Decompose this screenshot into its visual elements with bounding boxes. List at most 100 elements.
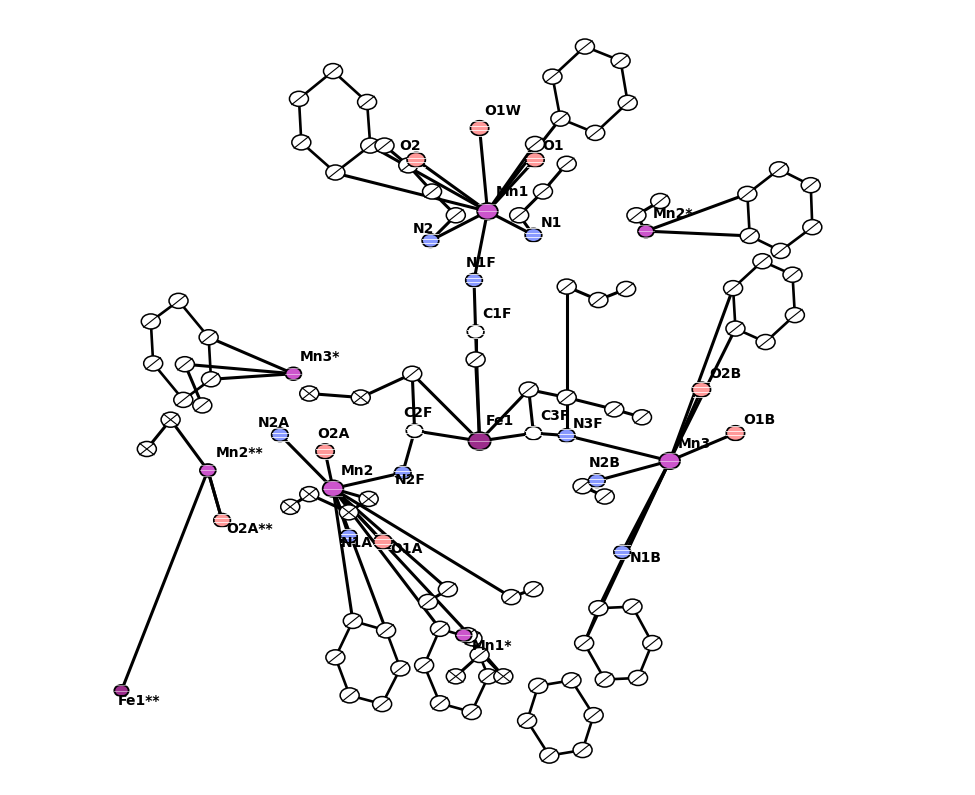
Text: Fe1**: Fe1** (118, 694, 160, 708)
Ellipse shape (526, 426, 542, 440)
Ellipse shape (573, 743, 592, 758)
Text: Mn1: Mn1 (495, 185, 528, 200)
Ellipse shape (659, 452, 680, 469)
Ellipse shape (143, 356, 163, 371)
Ellipse shape (299, 487, 319, 502)
Ellipse shape (801, 177, 820, 192)
Ellipse shape (584, 708, 604, 723)
Ellipse shape (340, 688, 359, 703)
Text: N3F: N3F (573, 417, 604, 431)
Ellipse shape (391, 661, 410, 676)
Ellipse shape (200, 464, 215, 477)
Ellipse shape (430, 622, 449, 636)
Ellipse shape (351, 390, 370, 405)
Text: O2: O2 (399, 139, 420, 153)
Ellipse shape (783, 267, 802, 282)
Ellipse shape (650, 193, 670, 208)
Ellipse shape (323, 480, 343, 497)
Ellipse shape (373, 534, 392, 549)
Ellipse shape (802, 219, 822, 235)
Ellipse shape (407, 153, 425, 167)
Ellipse shape (272, 428, 289, 441)
Text: N2B: N2B (589, 456, 621, 471)
Ellipse shape (756, 335, 775, 350)
Ellipse shape (738, 186, 757, 201)
Ellipse shape (524, 582, 543, 597)
Ellipse shape (614, 545, 631, 559)
Ellipse shape (629, 670, 647, 685)
Ellipse shape (526, 153, 544, 167)
Ellipse shape (470, 647, 489, 662)
Ellipse shape (479, 669, 498, 684)
Ellipse shape (326, 650, 345, 665)
Ellipse shape (643, 635, 662, 650)
Text: Mn2: Mn2 (341, 464, 374, 479)
Ellipse shape (528, 678, 548, 693)
Ellipse shape (199, 330, 218, 345)
Ellipse shape (403, 366, 422, 382)
Ellipse shape (470, 121, 488, 136)
Ellipse shape (193, 398, 212, 413)
Ellipse shape (573, 479, 592, 494)
Ellipse shape (169, 293, 188, 308)
Ellipse shape (558, 157, 576, 171)
Ellipse shape (214, 514, 230, 527)
Text: O1: O1 (542, 139, 564, 153)
Ellipse shape (462, 704, 481, 719)
Ellipse shape (510, 207, 528, 223)
Ellipse shape (430, 696, 449, 711)
Ellipse shape (526, 228, 542, 242)
Ellipse shape (324, 64, 342, 79)
Ellipse shape (786, 308, 804, 323)
Ellipse shape (372, 696, 392, 712)
Ellipse shape (447, 207, 465, 223)
Ellipse shape (281, 499, 299, 514)
Text: O2A: O2A (317, 427, 350, 441)
Ellipse shape (574, 635, 594, 650)
Ellipse shape (407, 424, 423, 437)
Ellipse shape (533, 184, 553, 199)
Text: Mn3: Mn3 (678, 436, 711, 451)
Ellipse shape (586, 126, 604, 141)
Text: C2F: C2F (404, 406, 433, 421)
Ellipse shape (502, 590, 521, 605)
Ellipse shape (769, 162, 789, 176)
Ellipse shape (596, 489, 614, 504)
Text: N2A: N2A (257, 416, 290, 430)
Ellipse shape (740, 228, 760, 243)
Ellipse shape (589, 601, 608, 616)
Ellipse shape (395, 466, 411, 479)
Ellipse shape (726, 321, 745, 336)
Ellipse shape (399, 158, 417, 173)
Text: C3F: C3F (540, 409, 570, 423)
Ellipse shape (520, 382, 538, 398)
Text: C1F: C1F (482, 308, 512, 321)
Ellipse shape (623, 599, 642, 615)
Ellipse shape (589, 474, 605, 487)
Ellipse shape (596, 672, 614, 687)
Ellipse shape (692, 382, 711, 397)
Ellipse shape (290, 91, 308, 107)
Ellipse shape (202, 372, 220, 387)
Text: N2: N2 (413, 222, 435, 236)
Ellipse shape (477, 203, 498, 219)
Ellipse shape (589, 293, 608, 308)
Ellipse shape (176, 357, 194, 372)
Text: N1: N1 (540, 216, 562, 231)
Text: O2A**: O2A** (226, 522, 273, 536)
Ellipse shape (562, 673, 581, 688)
Ellipse shape (422, 234, 439, 247)
Ellipse shape (638, 225, 654, 238)
Ellipse shape (604, 401, 624, 417)
Ellipse shape (494, 669, 513, 684)
Ellipse shape (466, 273, 483, 287)
Text: O1A: O1A (390, 542, 422, 556)
Ellipse shape (726, 426, 745, 440)
Ellipse shape (375, 138, 394, 153)
Ellipse shape (618, 95, 638, 111)
Ellipse shape (466, 352, 486, 367)
Ellipse shape (299, 386, 319, 401)
Ellipse shape (463, 630, 482, 646)
Text: N1F: N1F (466, 256, 497, 270)
Ellipse shape (376, 623, 396, 638)
